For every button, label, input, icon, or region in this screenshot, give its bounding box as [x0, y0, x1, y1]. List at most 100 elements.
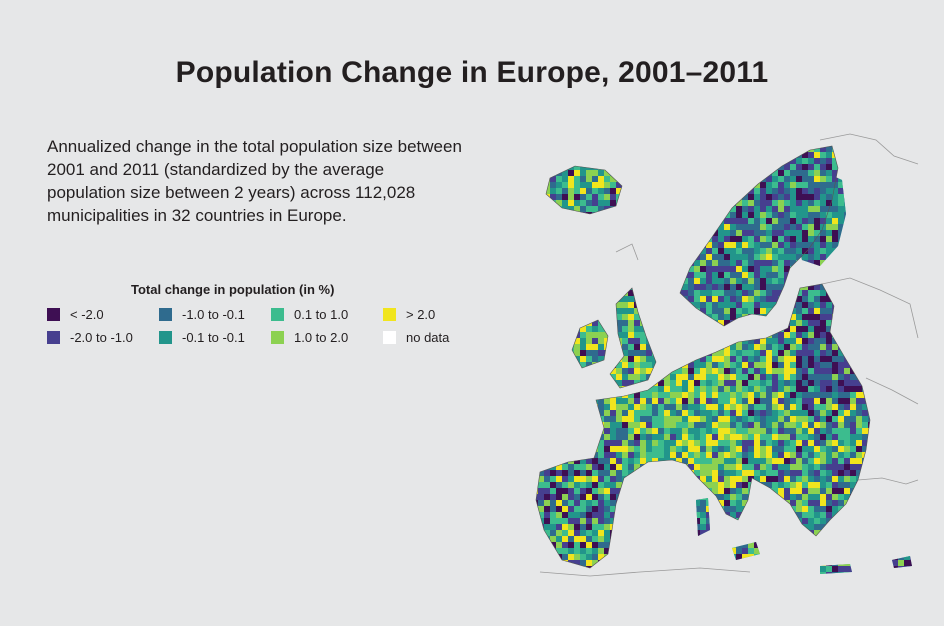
municipality-tile	[916, 428, 920, 434]
municipality-tile	[724, 224, 730, 230]
municipality-tile	[598, 410, 604, 416]
municipality-tile	[652, 194, 658, 200]
municipality-tile	[754, 200, 760, 206]
municipality-tile	[610, 488, 616, 494]
municipality-tile	[520, 302, 526, 308]
municipality-tile	[688, 494, 694, 500]
municipality-tile	[904, 338, 910, 344]
municipality-tile	[916, 158, 920, 164]
municipality-tile	[526, 500, 532, 506]
municipality-tile	[604, 236, 610, 242]
municipality-tile	[724, 140, 730, 146]
municipality-tile	[580, 176, 586, 182]
municipality-tile	[808, 224, 814, 230]
municipality-tile	[676, 368, 682, 374]
municipality-tile	[592, 224, 598, 230]
municipality-tile	[910, 194, 912, 200]
municipality-tile	[892, 212, 898, 218]
municipality-tile	[844, 410, 850, 416]
municipality-tile	[640, 146, 646, 152]
municipality-tile	[682, 416, 688, 422]
municipality-tile	[838, 224, 844, 230]
municipality-tile	[904, 242, 910, 248]
municipality-tile	[886, 350, 892, 356]
municipality-tile	[802, 530, 808, 536]
municipality-tile	[538, 560, 544, 566]
municipality-tile	[556, 332, 562, 338]
municipality-tile	[754, 416, 760, 422]
municipality-tile	[850, 506, 856, 512]
municipality-tile	[610, 470, 616, 476]
municipality-tile	[916, 434, 920, 440]
municipality-tile	[808, 266, 814, 272]
municipality-tile	[796, 272, 802, 278]
municipality-tile	[766, 260, 772, 266]
municipality-tile	[580, 428, 586, 434]
municipality-tile	[676, 548, 682, 554]
municipality-tile	[562, 242, 568, 248]
municipality-tile	[706, 458, 712, 464]
municipality-tile	[694, 224, 700, 230]
municipality-tile	[658, 452, 664, 458]
municipality-tile	[868, 314, 874, 320]
municipality-tile	[868, 548, 874, 554]
municipality-tile	[688, 128, 694, 134]
municipality-tile	[676, 326, 682, 332]
municipality-tile	[886, 542, 892, 548]
municipality-tile	[862, 326, 868, 332]
municipality-tile	[724, 386, 730, 392]
municipality-tile	[694, 326, 700, 332]
municipality-tile	[736, 218, 742, 224]
municipality-tile	[646, 320, 652, 326]
municipality-tile	[652, 278, 658, 284]
municipality-tile	[850, 290, 856, 296]
municipality-tile	[556, 464, 562, 470]
municipality-tile	[682, 140, 688, 146]
municipality-tile	[904, 170, 910, 176]
municipality-tile	[850, 386, 856, 392]
municipality-tile	[742, 158, 748, 164]
municipality-tile	[808, 200, 814, 206]
municipality-tile	[536, 194, 538, 200]
municipality-tile	[580, 506, 586, 512]
municipality-tile	[550, 530, 556, 536]
municipality-tile	[694, 524, 700, 530]
municipality-tile	[760, 380, 766, 386]
municipality-tile	[880, 554, 886, 560]
municipality-tile	[904, 278, 910, 284]
municipality-tile	[634, 146, 640, 152]
municipality-tile	[850, 272, 856, 278]
municipality-tile	[544, 224, 550, 230]
municipality-tile	[820, 488, 826, 494]
legend-swatch	[271, 308, 284, 321]
municipality-tile	[754, 470, 760, 476]
municipality-tile	[670, 440, 676, 446]
municipality-tile	[796, 188, 802, 194]
municipality-tile	[814, 266, 820, 272]
municipality-tile	[568, 530, 574, 536]
municipality-tile	[658, 386, 664, 392]
municipality-tile	[778, 200, 784, 206]
municipality-tile	[724, 260, 730, 266]
municipality-tile	[736, 296, 742, 302]
municipality-tile	[796, 452, 802, 458]
municipality-tile	[646, 314, 652, 320]
municipality-tile	[676, 332, 682, 338]
municipality-tile	[712, 506, 718, 512]
municipality-tile	[688, 536, 694, 542]
municipality-tile	[880, 512, 886, 518]
municipality-tile	[838, 242, 844, 248]
municipality-tile	[772, 392, 778, 398]
municipality-tile	[628, 176, 634, 182]
municipality-tile	[538, 404, 544, 410]
municipality-tile	[754, 434, 760, 440]
municipality-tile	[748, 218, 754, 224]
municipality-tile	[616, 434, 622, 440]
municipality-tile	[778, 548, 784, 554]
municipality-tile	[562, 134, 568, 140]
municipality-tile	[628, 236, 634, 242]
municipality-tile	[760, 386, 766, 392]
municipality-tile	[724, 368, 730, 374]
municipality-tile	[622, 416, 628, 422]
municipality-tile	[538, 302, 544, 308]
